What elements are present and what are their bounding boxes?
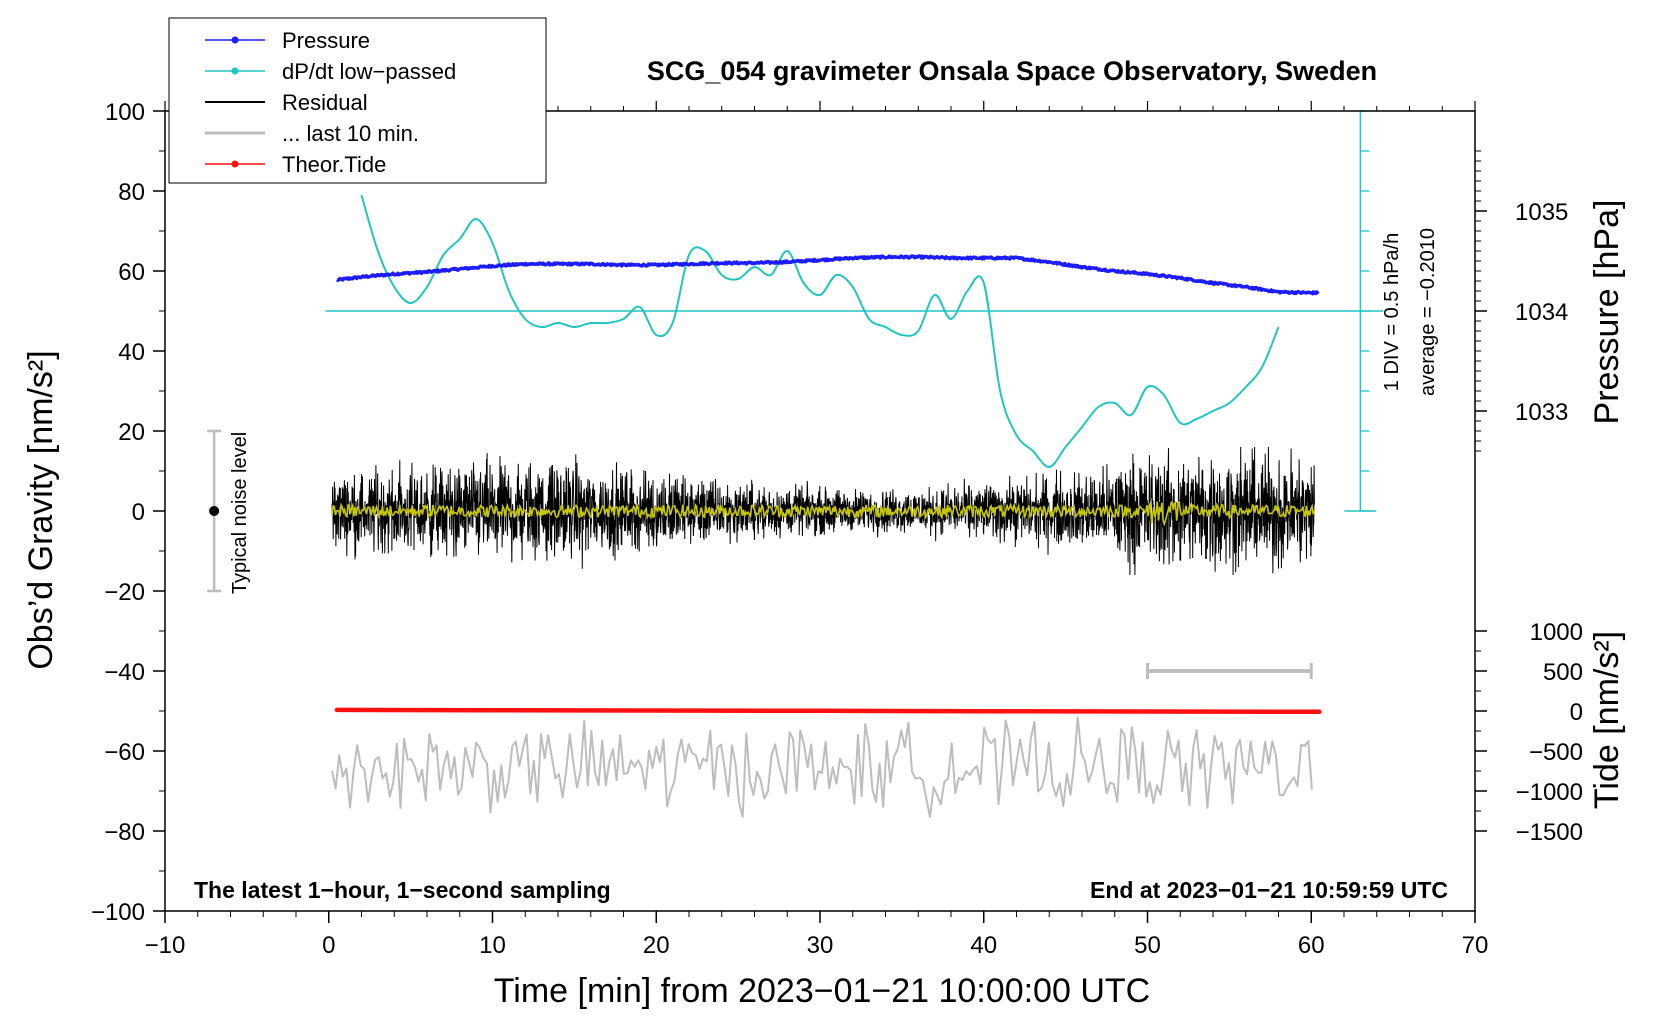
y-tick-label: −40 [104,659,145,686]
legend-entry-residual: Residual [205,90,368,115]
annotation-end-time: End at 2023−01−21 10:59:59 UTC [1090,877,1448,903]
series-layer [207,110,1384,818]
y-tick-label: 20 [118,419,145,446]
x-tick-label: −10 [145,932,186,959]
y-tick-label: −80 [104,819,145,846]
series-last10-line [331,716,1313,818]
pressure-axis-title: Pressure [hPa] [1588,200,1626,425]
legend-pressure-marker [231,36,239,44]
legend-entry-last10: ... last 10 min. [205,121,419,146]
y-tick-label: −60 [104,739,145,766]
annotation-latest-hour: The latest 1−hour, 1−second sampling [194,877,611,903]
y-tick-label: 60 [118,259,145,286]
series-pressure-line [335,254,1320,296]
x-tick-label: 30 [807,932,834,959]
x-tick-label: 20 [643,932,670,959]
legend-entry-tide: Theor.Tide [205,152,386,177]
ticks-layer: −10 0 10 20 30 40 50 60 70−100−80−60−40−20020406… [91,99,1583,959]
y-tick-label: 100 [105,99,145,126]
tide-tick-label: 0 [1570,699,1583,726]
x-tick-label: 50 [1134,932,1161,959]
x-tick-label: 10 [479,932,506,959]
x-tick-label: 70 [1462,932,1489,959]
tide-axis-title: Tide [nm/s²] [1588,631,1626,809]
x-tick-label: 60 [1298,932,1325,959]
x-tick-label: 0 [322,932,335,959]
dpdt-div-label: 1 DIV = 0.5 hPa/h [1381,233,1403,391]
legend-box [168,17,547,184]
y-tick-label: 80 [118,179,145,206]
legend-dpdt-label: dP/dt low−passed [282,59,456,84]
legend-entry-pressure: Pressure [205,28,370,53]
legend-tide-marker [231,160,239,168]
series-dpdt-line [360,194,1280,468]
legend-pressure-label: Pressure [282,28,370,53]
pressure-tick-label: 1034 [1515,299,1568,326]
y-tick-label: −20 [104,579,145,606]
noise-bar-marker [209,506,220,516]
legend-dpdt-marker [231,67,239,75]
pressure-tick-label: 1035 [1515,199,1568,226]
legend-residual-label: Residual [282,90,368,115]
tide-tick-label: 500 [1543,659,1583,686]
series-residual-smoothed-line [331,500,1316,527]
x-tick-label: 40 [970,932,997,959]
legend-last10-label: ... last 10 min. [282,121,419,146]
y-tick-label: −100 [91,899,145,926]
chart-title: SCG_054 gravimeter Onsala Space Observat… [647,56,1377,86]
x-axis-title: Time [min] from 2023−01−21 10:00:00 UTC [494,972,1150,1010]
tide-tick-label: −500 [1529,739,1583,766]
noise-level-label: Typical noise level [229,432,251,594]
y-tick-label: 40 [118,339,145,366]
tide-tick-label: 1000 [1530,619,1583,646]
dpdt-average-label: average = −0.2010 [1417,228,1439,396]
tide-tick-label: −1000 [1516,779,1583,806]
tide-tick-label: −1500 [1516,819,1583,846]
series-tide-line [334,707,1322,715]
legend: Pressure dP/dt low−passed Residual ... l… [168,17,547,184]
y-tick-label: 0 [132,499,145,526]
legend-entry-dpdt: dP/dt low−passed [205,59,456,84]
y-axis-title: Obs’d Gravity [nm/s²] [22,350,60,669]
legend-tide-label: Theor.Tide [282,152,386,177]
pressure-tick-label: 1033 [1515,399,1568,426]
